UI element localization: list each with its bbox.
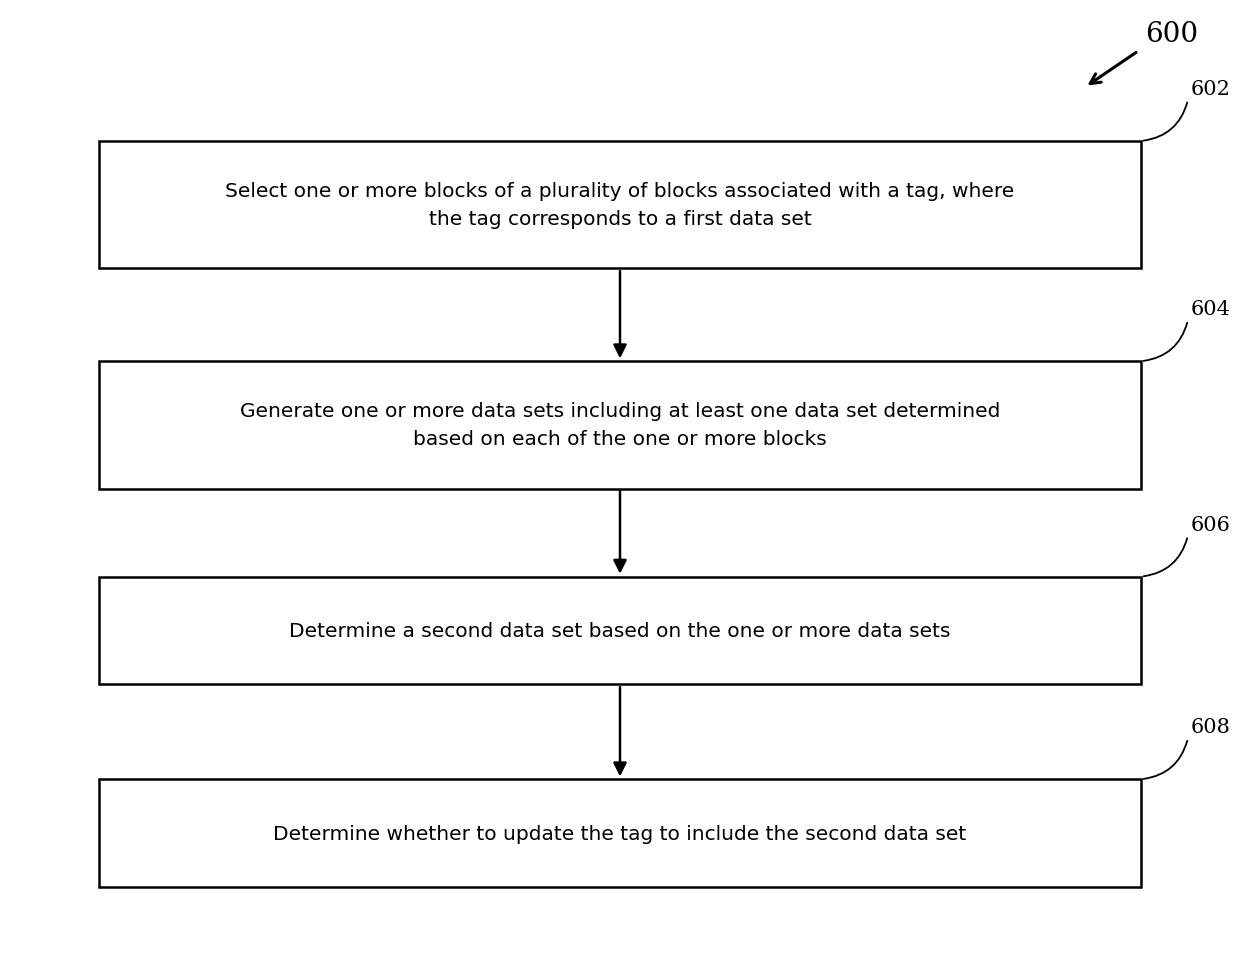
Bar — [99, 577, 1141, 685]
Bar — [99, 362, 1141, 489]
Text: 608: 608 — [1190, 718, 1230, 736]
Text: 604: 604 — [1190, 300, 1230, 319]
Text: 600: 600 — [1146, 21, 1198, 48]
Bar — [99, 142, 1141, 269]
Bar — [99, 779, 1141, 887]
Text: 606: 606 — [1190, 515, 1230, 534]
Text: Select one or more blocks of a plurality of blocks associated with a tag, where
: Select one or more blocks of a plurality… — [226, 182, 1014, 229]
Text: 602: 602 — [1190, 80, 1230, 99]
Text: Generate one or more data sets including at least one data set determined
based : Generate one or more data sets including… — [239, 402, 1001, 449]
Text: Determine a second data set based on the one or more data sets: Determine a second data set based on the… — [289, 621, 951, 641]
Text: Determine whether to update the tag to include the second data set: Determine whether to update the tag to i… — [273, 823, 967, 843]
